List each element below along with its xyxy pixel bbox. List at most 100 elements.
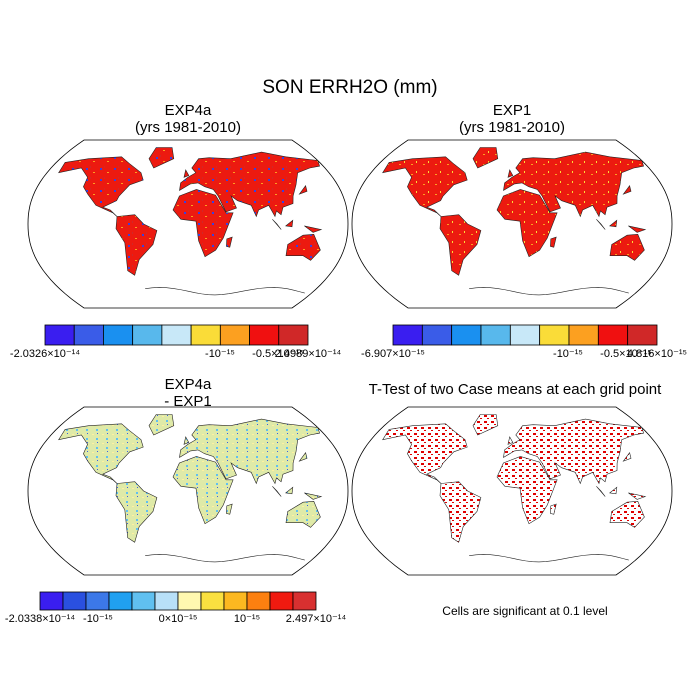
landmass	[507, 436, 514, 445]
landmass	[183, 169, 190, 178]
landmass	[496, 189, 558, 258]
landmass	[382, 423, 468, 484]
landmass	[285, 486, 294, 495]
landmass	[622, 452, 632, 462]
landmass	[472, 414, 499, 436]
colorbar-label: 10⁻¹⁵	[234, 613, 260, 625]
panel-note: Cells are significant at 0.1 level	[442, 604, 607, 618]
figure-title: SON ERRH2O (mm)	[262, 77, 437, 98]
landmass	[298, 185, 308, 195]
landmass	[609, 486, 618, 495]
landmass	[172, 189, 234, 258]
landmass	[179, 151, 320, 218]
colorbar-box	[103, 324, 134, 346]
panel-subtitle: (yrs 1981-2010)	[459, 119, 565, 136]
colorbar-label: -10⁻¹⁵	[553, 348, 583, 360]
colorbar-label: 2.4989×10⁻¹⁴	[275, 348, 342, 360]
panel-title: EXP1	[493, 102, 531, 119]
landmass	[628, 225, 647, 233]
landmass	[382, 156, 468, 217]
landmass	[285, 233, 321, 261]
landmass	[148, 147, 175, 169]
landmass	[272, 219, 282, 230]
colorbar-label: -2.0338×10⁻¹⁴	[5, 613, 75, 625]
landmass	[179, 418, 320, 485]
colorbar-box	[132, 324, 163, 346]
landmass	[183, 436, 190, 445]
landmass	[148, 414, 175, 436]
landmass	[304, 492, 323, 500]
colorbar-box	[177, 591, 202, 611]
landmass	[115, 481, 158, 543]
landmass	[596, 486, 606, 497]
panel-title: EXP4a	[165, 102, 212, 119]
landmass	[550, 503, 557, 515]
colorbar-box	[568, 324, 599, 346]
colorbar-box	[421, 324, 453, 346]
landmass	[550, 236, 557, 248]
landmass	[272, 486, 282, 497]
landmass	[609, 500, 645, 528]
colorbar-box	[539, 324, 570, 346]
landmass	[58, 423, 144, 484]
colorbar-label: 4.816×10⁻¹⁵	[627, 348, 687, 360]
colorbar-box	[278, 324, 309, 346]
landmass	[226, 236, 233, 248]
colorbar-box	[223, 591, 248, 611]
colorbar-box	[249, 324, 280, 346]
landmass	[596, 219, 606, 230]
antarctica-coast	[145, 287, 305, 296]
landmass	[285, 500, 321, 528]
colorbar-box	[509, 324, 541, 346]
landmass	[622, 185, 632, 195]
landmass	[285, 219, 294, 228]
colorbar-label: -0.5×10⁻¹⁵	[600, 348, 652, 360]
landmass	[226, 503, 233, 515]
landmass	[115, 214, 158, 276]
colorbar-box	[154, 591, 179, 611]
antarctica-coast	[145, 554, 305, 563]
landmass	[628, 492, 647, 500]
colorbar-box	[73, 324, 104, 346]
landmass	[304, 225, 323, 233]
panel-title: T-Test of two Case means at each grid po…	[369, 381, 662, 398]
colorbar-box	[480, 324, 511, 346]
landmass	[507, 169, 514, 178]
colorbar-box	[292, 591, 317, 611]
landmass	[172, 456, 234, 525]
colorbar-box	[44, 324, 75, 346]
colorbar-label: -10⁻¹⁵	[205, 348, 235, 360]
landmass	[58, 156, 144, 217]
colorbar-label: -6.907×10⁻¹⁵	[361, 348, 425, 360]
colorbar-box	[161, 324, 192, 346]
colorbar-label: -0.5×10⁻¹⁵	[252, 348, 304, 360]
landmass	[472, 147, 499, 169]
colorbar-box	[200, 591, 225, 611]
colorbar-box	[219, 324, 250, 346]
colorbar-box	[39, 591, 64, 611]
colorbar-box	[62, 591, 87, 611]
colorbar-box	[85, 591, 110, 611]
colorbar-box	[597, 324, 629, 346]
antarctica-coast	[469, 287, 629, 296]
landmass	[439, 481, 482, 543]
colorbar-label: 0×10⁻¹⁵	[159, 613, 198, 625]
landmass	[609, 233, 645, 261]
landmass	[609, 219, 618, 228]
colorbar-box	[190, 324, 221, 346]
landmass	[503, 151, 644, 218]
landmass	[298, 452, 308, 462]
colorbar-box	[451, 324, 482, 346]
panel-subtitle: - EXP1	[164, 393, 212, 410]
colorbar-box	[131, 591, 156, 611]
colorbar-label: -10⁻¹⁵	[83, 613, 113, 625]
colorbar-box	[627, 324, 658, 346]
landmass	[439, 214, 482, 276]
colorbar-box	[269, 591, 294, 611]
colorbar-label: -2.0326×10⁻¹⁴	[10, 348, 80, 360]
colorbar-box	[246, 591, 271, 611]
landmass	[496, 456, 558, 525]
colorbar-box	[392, 324, 423, 346]
landmass	[503, 418, 644, 485]
